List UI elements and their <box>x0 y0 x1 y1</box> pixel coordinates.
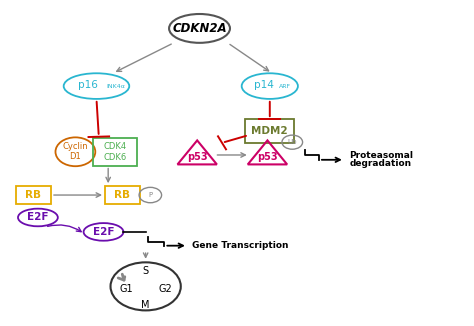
Text: G1: G1 <box>119 284 133 294</box>
Text: p14: p14 <box>254 80 273 90</box>
Text: RB: RB <box>25 190 41 200</box>
Text: CDK6: CDK6 <box>104 153 127 162</box>
Text: CDK4: CDK4 <box>104 142 127 152</box>
Text: ARF: ARF <box>279 84 292 89</box>
Text: CDKN2A: CDKN2A <box>172 22 227 35</box>
Text: p16: p16 <box>78 80 98 90</box>
Text: E2F: E2F <box>93 227 114 237</box>
Text: Cyclin
D1: Cyclin D1 <box>63 142 88 161</box>
Text: M: M <box>141 300 150 310</box>
Text: Proteasomal: Proteasomal <box>349 152 413 160</box>
Text: Gene Transcription: Gene Transcription <box>192 241 289 250</box>
Text: P: P <box>148 192 153 198</box>
Text: G2: G2 <box>158 284 172 294</box>
Text: MDM2: MDM2 <box>252 126 288 136</box>
Text: p53: p53 <box>187 152 208 162</box>
Text: S: S <box>143 266 149 276</box>
Text: degradation: degradation <box>349 159 411 168</box>
Text: INK4α: INK4α <box>107 84 126 89</box>
Text: RB: RB <box>114 190 130 200</box>
Text: Ub: Ub <box>288 139 297 145</box>
Text: E2F: E2F <box>27 213 49 222</box>
Text: p53: p53 <box>257 152 278 162</box>
